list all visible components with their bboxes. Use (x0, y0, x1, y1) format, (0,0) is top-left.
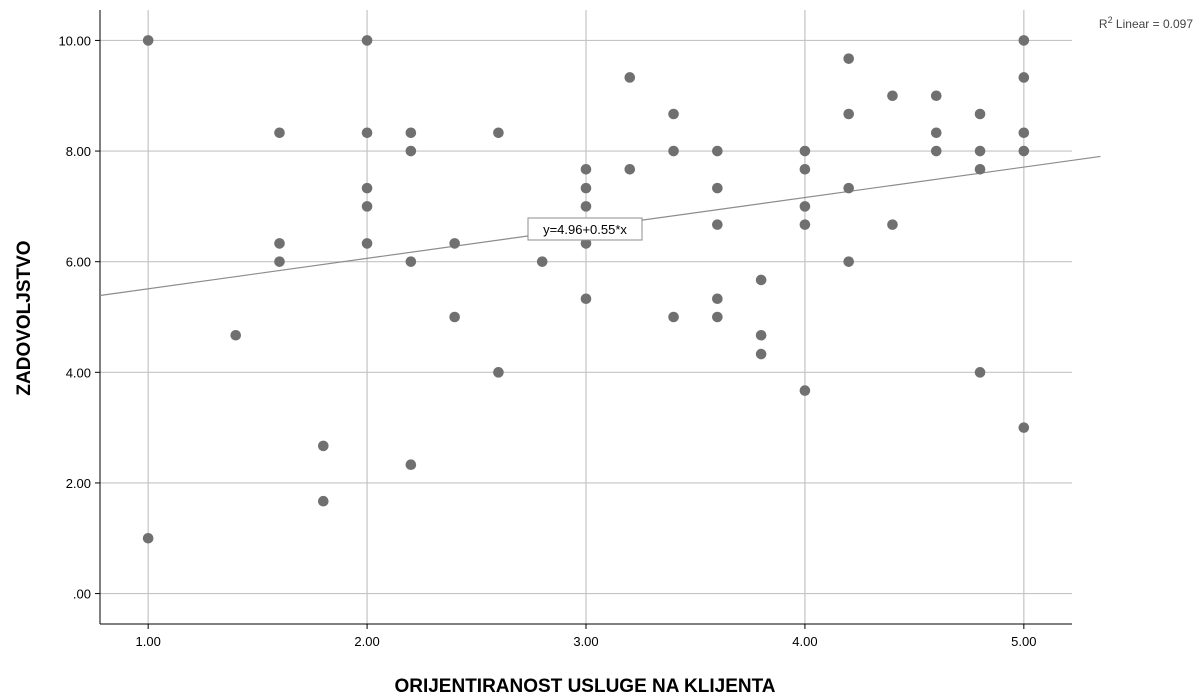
data-point (974, 108, 986, 120)
data-point (668, 108, 679, 120)
data-point (799, 219, 811, 230)
data-point (799, 385, 811, 396)
data-point (712, 182, 723, 194)
data-point (1018, 145, 1030, 157)
data-point (230, 329, 242, 341)
x-tick-label: 5.00 (1011, 634, 1036, 649)
data-point (449, 311, 460, 323)
data-point (317, 495, 329, 507)
data-points (142, 35, 1030, 544)
data-point (405, 256, 417, 267)
data-point (712, 311, 723, 323)
data-point (974, 367, 986, 378)
data-point (580, 238, 592, 249)
data-point (712, 145, 723, 157)
data-point (624, 164, 636, 175)
data-point (799, 164, 811, 175)
r2-superscript: 2 (1108, 15, 1113, 25)
data-point (536, 256, 548, 267)
r2-label: R2 Linear = 0.097 (1099, 15, 1193, 31)
x-tick-label: 4.00 (792, 634, 817, 649)
data-point (361, 238, 373, 249)
y-tick-label: 2.00 (66, 476, 91, 491)
r2-prefix: R (1099, 17, 1108, 31)
data-point (274, 256, 285, 267)
data-point (361, 182, 373, 194)
y-tick-label: 6.00 (66, 255, 91, 270)
data-point (755, 348, 767, 360)
x-tick-label: 2.00 (354, 634, 379, 649)
x-tick-label: 1.00 (136, 634, 161, 649)
data-point (712, 219, 723, 230)
data-point (1018, 127, 1030, 139)
data-point (580, 182, 592, 194)
data-point (142, 35, 154, 46)
data-point (317, 440, 329, 452)
data-point (449, 238, 460, 249)
data-point (580, 201, 592, 212)
data-point (668, 311, 679, 323)
data-point (799, 145, 811, 157)
x-axis-title: ORIJENTIRANOST USLUGE NA KLIJENTA (394, 676, 775, 697)
data-point (405, 145, 417, 157)
data-point (799, 201, 811, 212)
data-point (405, 127, 417, 139)
data-point (580, 293, 592, 305)
data-point (361, 35, 373, 46)
y-tick-label: .00 (73, 587, 91, 602)
data-point (274, 127, 285, 139)
r2-value: Linear = 0.097 (1113, 17, 1194, 31)
data-point (930, 127, 942, 139)
data-point (493, 127, 504, 139)
data-point (1018, 72, 1030, 83)
data-point (843, 256, 855, 267)
data-point (142, 532, 154, 544)
data-point (843, 182, 855, 194)
x-tick-label: 3.00 (573, 634, 598, 649)
data-point (843, 108, 855, 120)
equation-box (527, 217, 643, 241)
data-point (755, 274, 767, 286)
data-point (887, 219, 898, 230)
data-point (843, 53, 855, 64)
labels: ORIJENTIRANOST USLUGE NA KLIJENTA ZADOVO… (14, 15, 1193, 697)
data-point (361, 127, 373, 139)
data-point (405, 459, 417, 470)
y-tick-label: 10.00 (58, 33, 91, 48)
grid-lines (100, 10, 1072, 624)
data-point (755, 329, 767, 341)
data-point (274, 238, 285, 249)
data-point (1018, 422, 1030, 433)
data-point (361, 201, 373, 212)
data-point (974, 164, 986, 175)
data-point (930, 90, 942, 102)
data-point (624, 72, 636, 83)
data-point (493, 367, 504, 378)
equation-label: y=4.96+0.55*x (543, 222, 627, 237)
data-point (580, 164, 592, 175)
data-point (974, 145, 986, 157)
y-axis-title: ZADOVOLJSTVO (14, 240, 35, 395)
data-point (668, 145, 679, 157)
data-point (887, 90, 898, 102)
data-point (712, 293, 723, 305)
axes (95, 10, 1072, 629)
y-tick-label: 4.00 (66, 365, 91, 380)
data-point (930, 145, 942, 157)
y-tick-label: 8.00 (66, 144, 91, 159)
data-point (1018, 35, 1030, 46)
